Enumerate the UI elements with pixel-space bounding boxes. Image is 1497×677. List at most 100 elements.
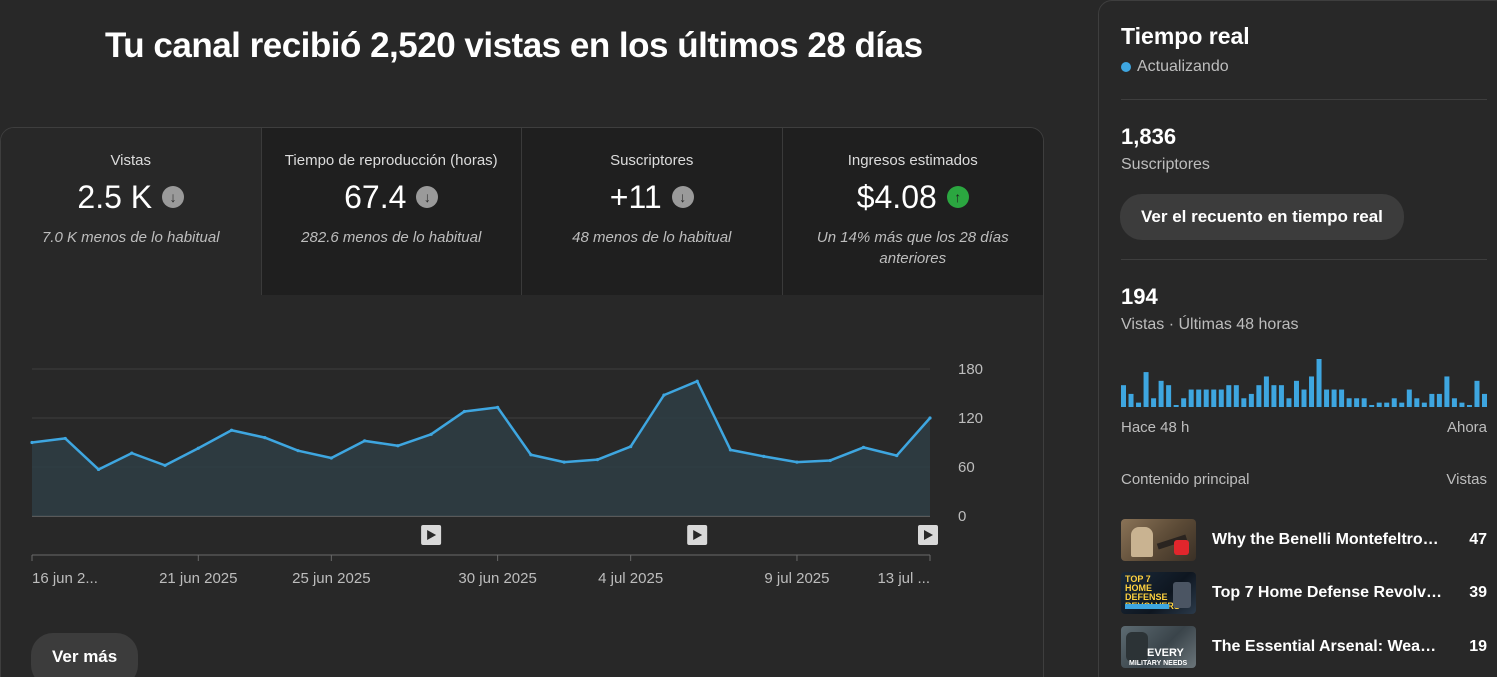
data-point[interactable]: [595, 458, 600, 462]
data-point[interactable]: [928, 416, 932, 420]
top-content-item[interactable]: EVERY MILITARY NEEDS The Essential Arsen…: [1121, 626, 1487, 668]
data-point[interactable]: [795, 460, 799, 464]
bar[interactable]: [1309, 376, 1315, 407]
bar[interactable]: [1444, 376, 1450, 407]
data-point[interactable]: [529, 453, 533, 457]
bar[interactable]: [1188, 389, 1194, 407]
metric-tab-views[interactable]: Vistas 2.5 K ↓ 7.0 K menos de lo habitua…: [1, 128, 262, 295]
data-point[interactable]: [130, 451, 134, 455]
bar[interactable]: [1158, 380, 1164, 407]
live-status: Actualizando: [1121, 58, 1485, 76]
bar[interactable]: [1128, 393, 1134, 407]
metric-note: 48 menos de lo habitual: [572, 229, 732, 246]
play-icon[interactable]: [918, 525, 938, 545]
bar[interactable]: [1226, 385, 1232, 407]
data-point[interactable]: [263, 436, 267, 440]
arrow-down-icon: ↓: [416, 186, 439, 208]
bar[interactable]: [1482, 393, 1487, 407]
bar[interactable]: [1248, 393, 1254, 407]
bar[interactable]: [1166, 385, 1172, 407]
bar[interactable]: [1173, 405, 1179, 407]
bar[interactable]: [1278, 385, 1284, 407]
bar[interactable]: [1384, 402, 1390, 407]
bar[interactable]: [1203, 389, 1209, 407]
data-point[interactable]: [163, 463, 167, 467]
metric-tab-subscribers[interactable]: Suscriptores +11 ↓ 48 menos de lo habitu…: [522, 128, 783, 295]
bar[interactable]: [1256, 385, 1262, 407]
data-point[interactable]: [728, 448, 733, 452]
data-point[interactable]: [30, 440, 34, 445]
data-point[interactable]: [629, 444, 633, 449]
see-more-button[interactable]: Ver más: [31, 633, 139, 677]
bar[interactable]: [1211, 389, 1217, 407]
data-point[interactable]: [362, 439, 367, 443]
realtime-count-button[interactable]: Ver el recuento en tiempo real: [1120, 194, 1404, 240]
bars-start-label: Hace 48 h: [1121, 419, 1190, 436]
bar[interactable]: [1451, 398, 1457, 407]
top-content-item[interactable]: Why the Benelli Montefeltro Is Still the…: [1121, 519, 1487, 561]
data-point[interactable]: [662, 393, 666, 397]
bar[interactable]: [1331, 389, 1337, 407]
x-tick-label: 21 jun 2025: [159, 570, 237, 587]
bar[interactable]: [1286, 398, 1292, 407]
bar[interactable]: [1466, 405, 1472, 407]
data-point[interactable]: [462, 409, 466, 414]
bar[interactable]: [1354, 398, 1360, 407]
bar[interactable]: [1406, 389, 1412, 407]
data-point[interactable]: [96, 467, 101, 472]
bar[interactable]: [1436, 393, 1442, 407]
bar[interactable]: [1346, 398, 1352, 407]
bar[interactable]: [1369, 405, 1375, 407]
data-point[interactable]: [895, 453, 899, 458]
play-icon[interactable]: [421, 525, 442, 545]
bar[interactable]: [1241, 398, 1247, 407]
bar[interactable]: [1316, 359, 1322, 407]
play-icon[interactable]: [687, 525, 708, 545]
data-point[interactable]: [828, 458, 832, 463]
bar[interactable]: [1218, 389, 1224, 407]
data-point[interactable]: [229, 428, 234, 432]
bar[interactable]: [1263, 376, 1269, 407]
divider: [1121, 259, 1487, 260]
bar[interactable]: [1233, 385, 1239, 407]
data-point[interactable]: [63, 436, 67, 441]
arrow-up-icon: ↑: [946, 186, 969, 208]
data-point[interactable]: [396, 444, 400, 448]
bar[interactable]: [1151, 398, 1157, 407]
bar[interactable]: [1421, 402, 1427, 407]
bar[interactable]: [1271, 385, 1277, 407]
metric-tab-watch-time[interactable]: Tiempo de reproducción (horas) 67.4 ↓ 28…: [261, 128, 522, 295]
bar[interactable]: [1339, 389, 1345, 407]
bar[interactable]: [1361, 398, 1367, 407]
bar[interactable]: [1324, 389, 1330, 407]
series-line[interactable]: [31, 380, 931, 471]
bar[interactable]: [1181, 398, 1187, 407]
data-point[interactable]: [562, 460, 566, 464]
realtime-panel: Tiempo real Actualizando 1,836 Suscripto…: [1098, 0, 1497, 677]
data-point[interactable]: [329, 456, 333, 460]
bar[interactable]: [1399, 402, 1405, 407]
data-point[interactable]: [196, 446, 200, 450]
bar[interactable]: [1414, 398, 1420, 407]
bar[interactable]: [1136, 402, 1142, 407]
bar[interactable]: [1293, 380, 1299, 407]
bar[interactable]: [1376, 402, 1382, 407]
data-point[interactable]: [496, 405, 500, 409]
bar[interactable]: [1459, 402, 1465, 407]
data-point[interactable]: [429, 432, 433, 436]
page-headline: Tu canal recibió 2,520 vistas en los últ…: [105, 26, 923, 65]
data-point[interactable]: [296, 449, 300, 453]
bar[interactable]: [1301, 389, 1307, 407]
bar[interactable]: [1391, 398, 1397, 407]
views-chart-svg: 0 60 120 180 16 jun 2... 21 jun 2025 25 jun 20…: [30, 361, 983, 587]
bar[interactable]: [1429, 393, 1435, 407]
data-point[interactable]: [695, 379, 699, 383]
metric-tab-revenue[interactable]: Ingresos estimados $4.08 ↑ Un 14% más qu…: [782, 128, 1043, 295]
bar[interactable]: [1143, 372, 1149, 407]
data-point[interactable]: [861, 445, 866, 449]
bar[interactable]: [1474, 380, 1480, 407]
bar[interactable]: [1196, 389, 1202, 407]
data-point[interactable]: [762, 454, 766, 458]
bar[interactable]: [1121, 385, 1126, 407]
